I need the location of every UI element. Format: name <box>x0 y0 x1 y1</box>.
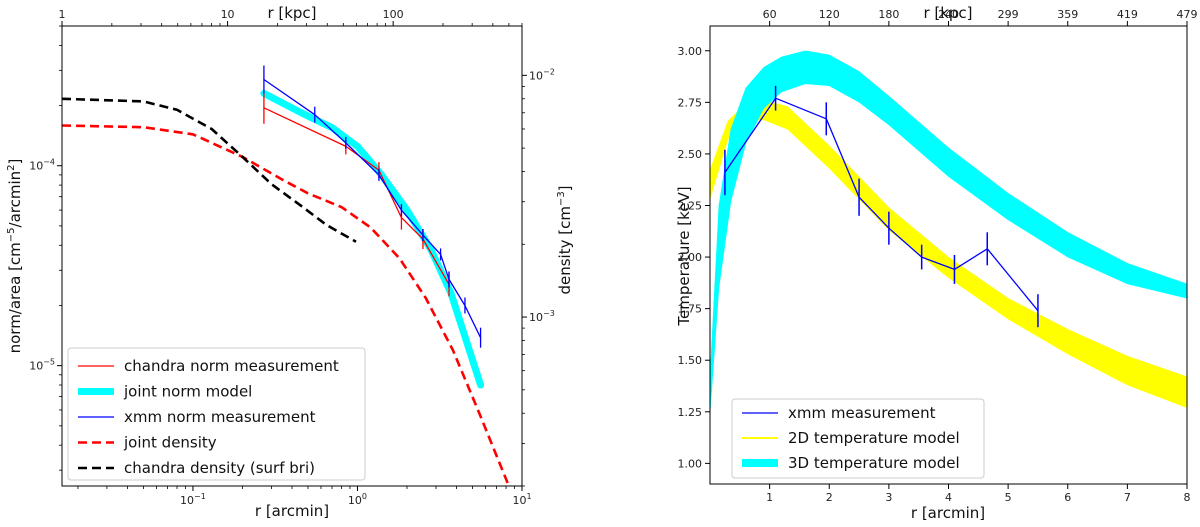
left-y-tick-label: 10−5 <box>29 358 55 373</box>
left-y2-tick-label: 10−3 <box>529 309 555 324</box>
right-y-tick-label: 1.75 <box>678 303 703 316</box>
left-legend-label: chandra norm measurement <box>124 357 339 375</box>
right-top-tick-label: 120 <box>819 8 840 21</box>
left-x-tick-label: 101 <box>512 492 531 507</box>
right-y-tick-label: 1.00 <box>678 457 703 470</box>
left-legend: chandra norm measurement joint norm model… <box>67 347 366 481</box>
right-top-tick-label: 240 <box>938 8 959 21</box>
right-legend-label: xmm measurement <box>788 404 936 422</box>
right-x-tick-label: 2 <box>826 491 833 504</box>
left-chart-panel: 10−1 100 101 1 10 100 10−5 10−4 10−3 10−2 r [arcm… <box>6 4 574 520</box>
right-x-axis-label: r [arcmin] <box>911 504 985 522</box>
left-legend-label: xmm norm measurement <box>124 408 316 426</box>
right-legend-label: 3D temperature model <box>788 454 960 472</box>
left-x-tick-label: 10−1 <box>180 492 206 507</box>
right-top-tick-label: 479 <box>1177 8 1198 21</box>
right-top-axis-label: r [kpc] <box>923 4 972 22</box>
left-series-joint-density <box>62 124 510 484</box>
left-legend-label: joint norm model <box>123 383 252 401</box>
left-y-axis-label: norm/area [cm−5/arcmin2] <box>6 159 24 354</box>
right-x-tick-label: 1 <box>766 491 773 504</box>
right-y-tick-label: 2.25 <box>678 199 703 212</box>
left-y2-tick-label: 10−2 <box>529 67 555 82</box>
right-y-tick-label: 2.00 <box>678 251 703 264</box>
right-legend: xmm measurement 2D temperature model 3D te… <box>731 398 985 479</box>
right-y-tick-label: 1.25 <box>678 406 703 419</box>
right-y-tick-label: 1.50 <box>678 354 703 367</box>
right-band-2d-temperature-model <box>710 100 1187 408</box>
left-legend-label: chandra density (surf bri) <box>124 459 315 477</box>
right-x-tick-label: 3 <box>885 491 892 504</box>
left-top-tick-label: 1 <box>59 8 66 21</box>
right-y-tick-label: 2.75 <box>678 96 703 109</box>
left-top-tick-label: 10 <box>221 8 235 21</box>
right-x-tick-label: 7 <box>1124 491 1131 504</box>
right-band-3d-temperature-model <box>710 50 1187 414</box>
right-x-tick-label: 5 <box>1005 491 1012 504</box>
left-legend-box <box>67 347 366 481</box>
left-y-tick-label: 10−4 <box>29 158 55 173</box>
left-secondary-y-axis-label: density [cm−3] <box>556 185 574 294</box>
right-top-tick-label: 419 <box>1117 8 1138 21</box>
left-series-chandra-norm-measurement <box>263 107 450 286</box>
left-top-axis-label: r [kpc] <box>267 4 316 22</box>
right-legend-label: 2D temperature model <box>788 429 960 447</box>
right-top-tick-label: 359 <box>1057 8 1078 21</box>
right-top-tick-label: 180 <box>878 8 899 21</box>
right-y-tick-label: 2.50 <box>678 148 703 161</box>
right-chart-panel: 1 2 3 4 5 6 7 8 60 120 180 240 299 359 419 479 1.00 1.25 1… <box>675 4 1198 522</box>
right-legend-box <box>731 398 985 479</box>
left-series-xmm-norm-measurement <box>263 78 482 339</box>
left-top-tick-label: 100 <box>383 8 404 21</box>
left-legend-label: joint density <box>123 434 217 452</box>
right-top-tick-label: 60 <box>763 8 777 21</box>
right-y-axis-label: Temperature [keV] <box>675 186 693 326</box>
left-series-chandra-density-surf-bri- <box>62 97 357 243</box>
right-x-tick-label: 4 <box>945 491 952 504</box>
right-x-tick-label: 6 <box>1064 491 1071 504</box>
left-x-tick-label: 100 <box>348 492 367 507</box>
right-y-tick-label: 3.00 <box>678 45 703 58</box>
left-x-axis-label: r [arcmin] <box>255 502 329 520</box>
right-x-tick-label: 8 <box>1184 491 1191 504</box>
right-top-tick-label: 299 <box>998 8 1019 21</box>
